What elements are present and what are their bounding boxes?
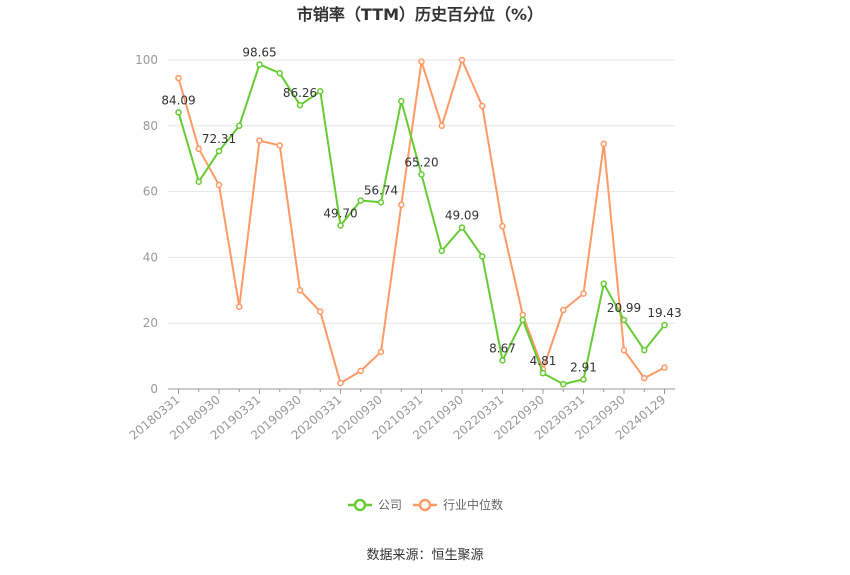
point-company xyxy=(175,109,182,116)
point-industry xyxy=(296,287,304,294)
point-company xyxy=(357,197,364,204)
y-tick-label: 60 xyxy=(143,185,158,199)
data-label: 8.67 xyxy=(489,341,516,355)
point-company xyxy=(499,357,506,364)
point-industry xyxy=(357,367,364,375)
data-label: 56.74 xyxy=(364,183,398,197)
legend-label-company: 公司 xyxy=(378,498,402,512)
series-line-company xyxy=(177,63,666,386)
point-company xyxy=(276,69,283,77)
point-industry xyxy=(398,201,405,209)
data-label: 65.20 xyxy=(404,155,438,169)
legend-marker-company xyxy=(353,498,367,512)
point-industry xyxy=(438,122,445,130)
point-company xyxy=(580,376,587,383)
legend-item-industry[interactable]: 行业中位数 xyxy=(413,497,503,512)
point-company xyxy=(438,247,445,255)
point-company xyxy=(661,321,668,329)
y-tick-label: 40 xyxy=(143,250,158,264)
grid-lines xyxy=(168,59,675,324)
point-industry xyxy=(195,145,202,153)
point-industry xyxy=(377,348,385,356)
point-company xyxy=(296,101,304,109)
data-label: 86.26 xyxy=(283,86,317,100)
legend-marker-industry xyxy=(418,498,432,512)
point-industry xyxy=(458,56,466,64)
point-industry xyxy=(418,58,425,65)
point-company xyxy=(539,369,547,377)
chart-title: 市销率（TTM）历史百分位（%） xyxy=(297,5,543,24)
point-industry xyxy=(479,102,486,110)
point-industry xyxy=(600,140,607,148)
y-tick-label: 20 xyxy=(143,316,158,330)
point-industry xyxy=(641,374,648,382)
point-industry xyxy=(317,308,324,315)
data-label: 49.70 xyxy=(323,206,357,220)
y-tick-label: 0 xyxy=(150,382,158,396)
point-industry xyxy=(337,379,344,387)
point-industry xyxy=(499,222,506,230)
point-industry xyxy=(215,181,223,189)
point-company xyxy=(479,253,486,260)
data-label: 72.31 xyxy=(202,132,236,146)
point-company xyxy=(337,222,344,229)
point-industry xyxy=(256,137,263,144)
series-layer xyxy=(175,56,668,388)
y-tick-label: 100 xyxy=(135,53,158,67)
data-label: 4.81 xyxy=(530,354,557,368)
point-industry xyxy=(580,290,587,297)
data-label: 98.65 xyxy=(242,45,276,59)
point-company xyxy=(236,122,243,130)
legend: 公司 行业中位数 xyxy=(348,497,503,512)
point-company xyxy=(458,224,466,231)
legend-item-company[interactable]: 公司 xyxy=(348,498,402,512)
x-axis: 2018033120180930201903312019093020200331… xyxy=(127,388,675,443)
point-company xyxy=(398,97,405,105)
point-industry xyxy=(620,346,628,354)
point-company xyxy=(560,380,567,388)
data-label: 19.43 xyxy=(647,306,681,320)
y-axis: 0 20 40 60 80 100 xyxy=(135,53,158,396)
point-industry xyxy=(276,142,283,149)
y-tick-label: 80 xyxy=(143,119,158,133)
point-company xyxy=(256,61,263,68)
data-label: 2.91 xyxy=(570,360,597,374)
point-company xyxy=(519,316,526,324)
point-company xyxy=(641,346,648,354)
point-company xyxy=(418,171,425,178)
point-industry xyxy=(661,364,668,371)
data-label: 84.09 xyxy=(161,93,195,107)
point-company xyxy=(317,88,324,95)
point-industry xyxy=(175,74,182,82)
point-company xyxy=(620,316,628,324)
legend-label-industry: 行业中位数 xyxy=(443,497,503,512)
data-label: 20.99 xyxy=(607,301,641,315)
point-company xyxy=(600,280,607,287)
source-note: 数据来源：恒生聚源 xyxy=(366,548,483,563)
data-labels: 84.09 72.31 98.65 86.26 49.70 56.74 65.20 49.09… xyxy=(161,45,681,374)
point-company xyxy=(195,178,202,185)
point-company xyxy=(377,199,385,206)
point-industry xyxy=(560,306,567,314)
data-label: 49.09 xyxy=(445,208,479,222)
point-industry xyxy=(236,303,243,310)
point-company xyxy=(215,147,223,155)
series-line-industry xyxy=(177,59,665,385)
